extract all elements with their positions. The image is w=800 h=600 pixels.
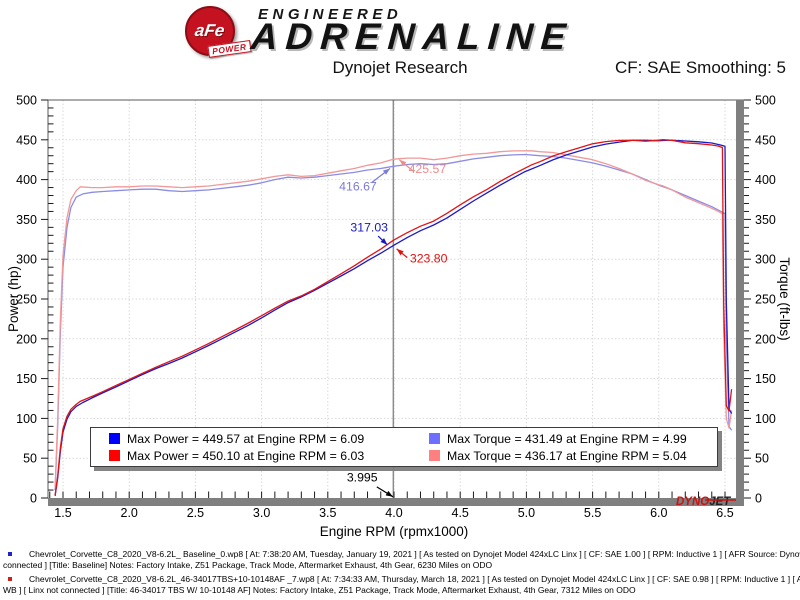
brand-engineered-text: ENGINEERED (258, 6, 403, 23)
y-axis-title-right: Torque (ft-lbs) (777, 257, 792, 340)
svg-text:450: 450 (755, 133, 776, 147)
run-info-line: Chevrolet_Corvette_C8_2020_V8-6.2L_ Base… (29, 549, 800, 559)
legend-label: Max Power = 450.10 at Engine RPM = 6.03 (127, 448, 365, 463)
legend-swatch-torque-baseline-icon (429, 433, 440, 444)
legend-swatch-torque-modified-icon (429, 450, 440, 461)
svg-text:350: 350 (16, 213, 37, 227)
annotation-torque-baseline: 416.67 (339, 180, 377, 194)
title-row: Dynojet Research CF: SAE Smoothing: 5 (0, 58, 800, 78)
svg-text:200: 200 (16, 332, 37, 346)
legend-item-max-power-modified: Max Power = 450.10 at Engine RPM = 6.03 (91, 449, 411, 463)
svg-text:300: 300 (755, 253, 776, 267)
svg-text:0: 0 (30, 492, 37, 506)
svg-text:4.0: 4.0 (385, 506, 402, 520)
svg-text:5.0: 5.0 (518, 506, 535, 520)
svg-text:3.5: 3.5 (319, 506, 336, 520)
legend-item-max-torque-baseline: Max Torque = 431.49 at Engine RPM = 4.99 (411, 432, 717, 446)
x-axis-title: Engine RPM (rpmx1000) (320, 524, 469, 539)
run-bullet-icon (8, 577, 12, 581)
annotation-power-modified: 323.80 (410, 251, 448, 265)
svg-text:3.0: 3.0 (253, 506, 270, 520)
svg-text:50: 50 (23, 452, 37, 466)
svg-text:350: 350 (755, 213, 776, 227)
svg-text:2.0: 2.0 (121, 506, 138, 520)
run-info-line: Chevrolet_Corvette_C8_2020_V8-6.2L_46-34… (29, 574, 800, 584)
svg-text:4.5: 4.5 (452, 506, 469, 520)
run-info-line: connected ] [Title: Baseline] Notes: Fac… (3, 560, 493, 570)
svg-text:400: 400 (16, 173, 37, 187)
annotation-cursor-rpm: 3.995 (347, 470, 378, 484)
chart-title: Dynojet Research (332, 58, 468, 77)
dynojet-watermark-jet: JET (709, 496, 731, 508)
svg-text:200: 200 (755, 332, 776, 346)
run-info-baseline: Chevrolet_Corvette_C8_2020_V8-6.2L_ Base… (0, 549, 800, 571)
svg-text:150: 150 (755, 372, 776, 386)
legend-label: Max Torque = 431.49 at Engine RPM = 4.99 (447, 431, 687, 446)
svg-text:250: 250 (16, 293, 37, 307)
svg-text:2.5: 2.5 (187, 506, 204, 520)
legend-item-max-torque-modified: Max Torque = 436.17 at Engine RPM = 5.04 (411, 449, 717, 463)
afe-power-badge: aFe POWER (185, 6, 252, 58)
run-info-line: WB ] [ Linx not connected ] [Title: 46-3… (3, 585, 636, 595)
legend-label: Max Torque = 436.17 at Engine RPM = 5.04 (447, 448, 687, 463)
svg-text:450: 450 (16, 133, 37, 147)
svg-text:100: 100 (755, 412, 776, 426)
run-info-modified: Chevrolet_Corvette_C8_2020_V8-6.2L_46-34… (0, 574, 800, 596)
svg-text:300: 300 (16, 253, 37, 267)
svg-text:1.5: 1.5 (54, 506, 71, 520)
run-info-footer: Chevrolet_Corvette_C8_2020_V8-6.2L_ Base… (0, 549, 800, 599)
annotation-power-baseline: 317.03 (350, 220, 388, 234)
chart-generated-layer: 0 0 50 50 100 100 150 150 200 200 250 250 300 300 350 3… (16, 94, 776, 521)
legend-swatch-power-baseline-icon (109, 433, 120, 444)
run-bullet-icon (8, 552, 12, 556)
svg-text:500: 500 (755, 94, 776, 108)
annotation-torque-modified: 425.57 (409, 162, 447, 176)
svg-text:50: 50 (755, 452, 769, 466)
dynojet-watermark: DYNOJET (676, 496, 731, 508)
svg-text:6.0: 6.0 (650, 506, 667, 520)
smoothing-setting: CF: SAE Smoothing: 5 (614, 58, 786, 77)
svg-text:5.5: 5.5 (584, 506, 601, 520)
legend-swatch-power-modified-icon (109, 450, 120, 461)
y-axis-title-left: Power (hp) (6, 266, 21, 332)
legend-item-max-power-baseline: Max Power = 449.57 at Engine RPM = 6.09 (91, 432, 411, 446)
legend-label: Max Power = 449.57 at Engine RPM = 6.09 (127, 431, 365, 446)
svg-text:6.5: 6.5 (716, 506, 733, 520)
svg-text:400: 400 (755, 173, 776, 187)
svg-text:250: 250 (755, 293, 776, 307)
dynojet-watermark-dyno: DYNO (676, 496, 709, 508)
svg-text:100: 100 (16, 412, 37, 426)
svg-text:150: 150 (16, 372, 37, 386)
legend-box: Max Power = 449.57 at Engine RPM = 6.09 … (90, 427, 718, 467)
svg-text:500: 500 (16, 94, 37, 108)
svg-text:0: 0 (755, 492, 762, 506)
